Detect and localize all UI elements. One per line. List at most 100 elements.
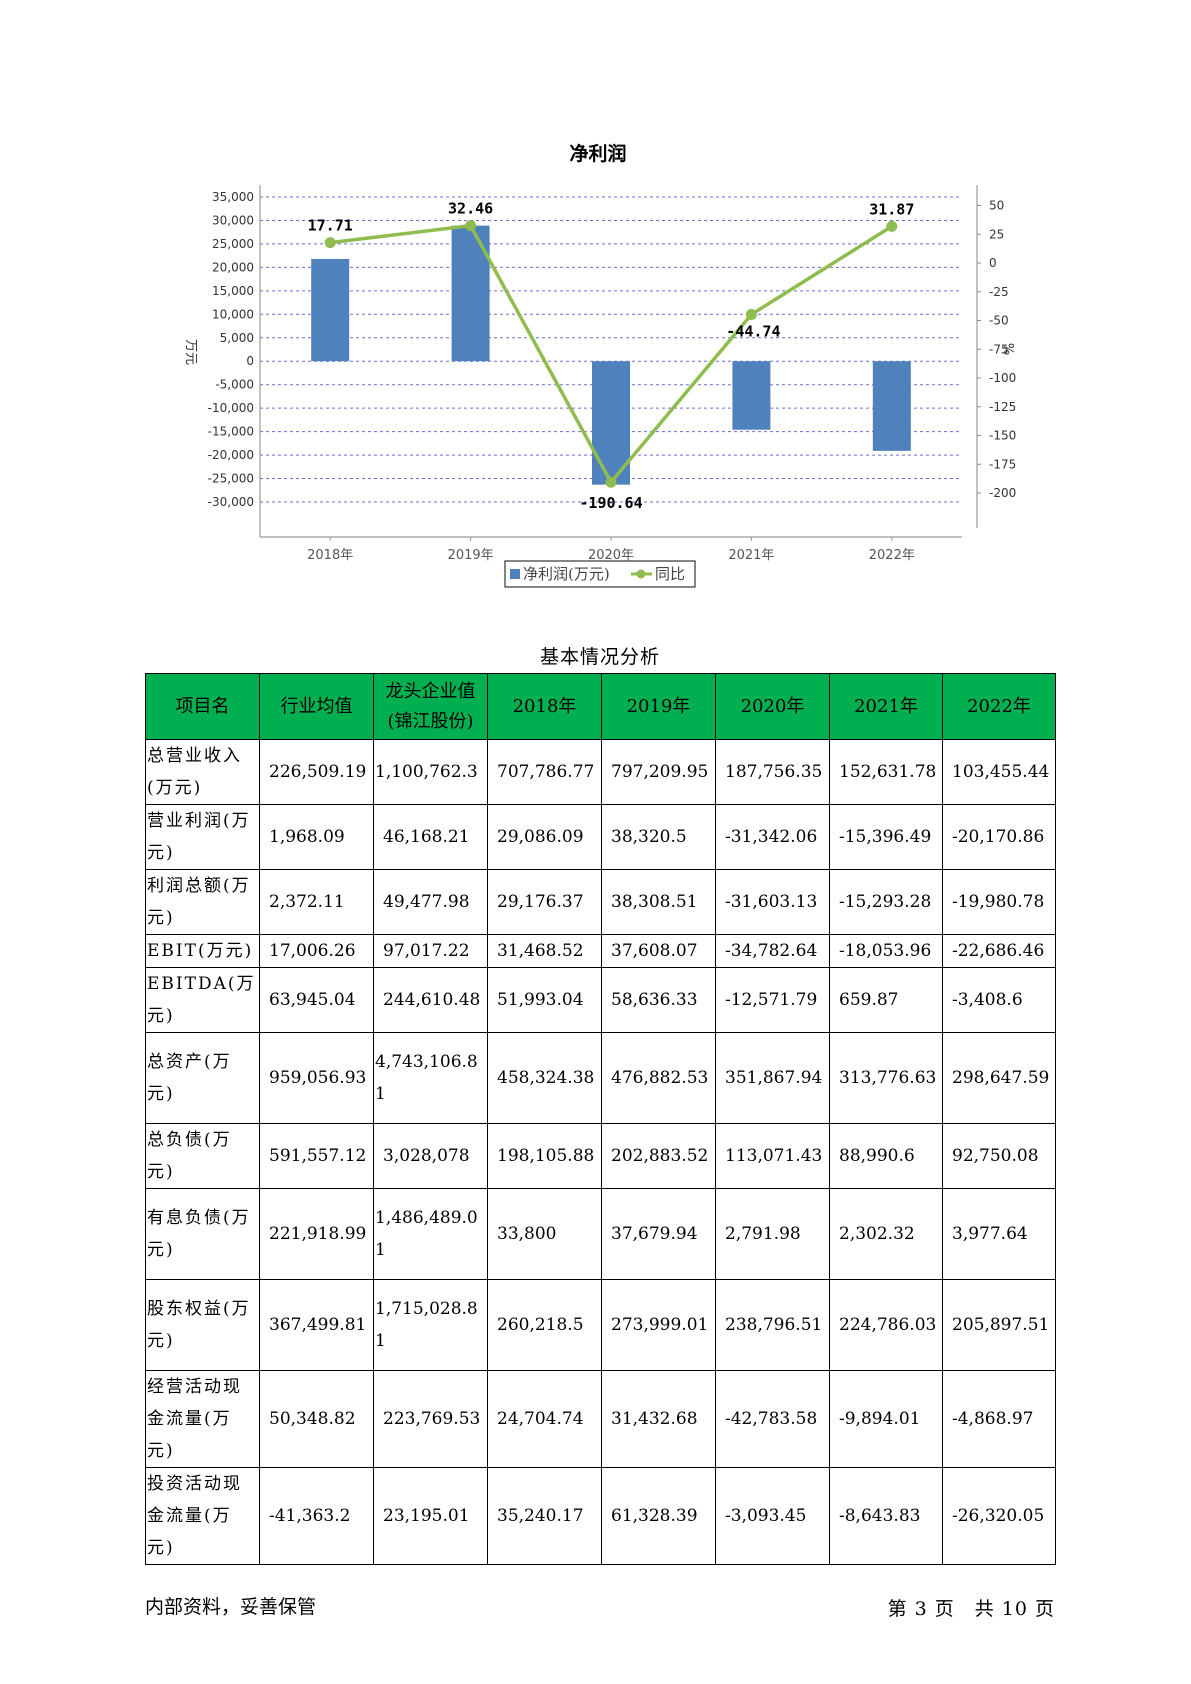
y-left-tick-label: 15,000 [212,284,254,298]
table-header-row: 项目名 行业均值 龙头企业值(锦江股份) 2018年 2019年 2020年 2021年 20… [145,673,1056,740]
table-cell: 2,302.32 [829,1188,943,1280]
table-cell: -9,894.01 [829,1370,943,1468]
y-right-tick-label: -100 [989,371,1016,385]
table-row: 有息负债(万元) 221,918.99 1,486,489.01 33,800 37,6… [145,1188,1056,1280]
table-row: 营业利润(万元) 1,968.09 46,168.21 29,086.09 38,320… [145,804,1056,870]
table-cell: 223,769.53 [373,1370,488,1468]
table-cell: 1,100,762.3 [373,739,488,805]
table-cell: -15,293.28 [829,869,943,935]
table-cell: 187,756.35 [715,739,830,805]
y-left-tick-label: 30,000 [212,213,254,227]
legend-border [504,560,696,588]
net-profit-bar [732,361,771,430]
y-right-tick-label: 50 [989,199,1004,213]
footer-confidential-note: 内部资料，妥善保管 [145,1596,317,1618]
table-cell: 31,432.68 [601,1370,716,1468]
y-right-tick-label: -150 [989,429,1016,443]
yoy-data-label: -190.64 [579,494,642,512]
row-label: EBIT(万元) [145,934,260,968]
net-profit-chart: 净利润 35,000 30,000 25,000 20,000 15,000 10,000… [183,142,1016,588]
table-cell: 24,704.74 [487,1370,602,1468]
table-cell: -42,783.58 [715,1370,830,1468]
table-cell: 49,477.98 [373,869,488,935]
row-label: 经营活动现金流量(万元) [145,1370,260,1468]
table-cell: 51,993.04 [487,967,602,1033]
table-cell: -34,782.64 [715,934,830,968]
table-cell: 244,610.48 [373,967,488,1033]
table-cell: 226,509.19 [259,739,374,805]
table-row: 投资活动现金流量(万元) -41,363.2 23,195.01 35,240.17 6… [145,1467,1056,1565]
table-row: EBITDA(万元) 63,945.04 244,610.48 51,993.04 58… [145,967,1056,1033]
footer-page-number: 第 3 页 共 10 页 [887,1598,1055,1620]
table-cell: 224,786.03 [829,1279,943,1371]
table-cell: 58,636.33 [601,967,716,1033]
table-cell: 92,750.08 [942,1123,1056,1189]
table-cell: 152,631.78 [829,739,943,805]
yoy-point [465,220,477,232]
y-left-tick-label: -5,000 [215,378,254,392]
table-cell: 35,240.17 [487,1467,602,1565]
table-cell: 3,977.64 [942,1188,1056,1280]
y-right-tick-label: -50 [989,314,1009,328]
yoy-point [886,220,898,232]
table-cell: 1,486,489.01 [373,1188,488,1280]
net-profit-bar [872,361,911,451]
row-label: 投资活动现金流量(万元) [145,1467,260,1565]
table-cell: 591,557.12 [259,1123,374,1189]
row-label: 总营业收入(万元) [145,739,260,805]
table-cell: -22,686.46 [942,934,1056,968]
table-cell: 205,897.51 [942,1279,1056,1371]
chart-title: 净利润 [569,142,626,165]
table-cell: 797,209.95 [601,739,716,805]
axes: 35,000 30,000 25,000 20,000 15,000 10,000 5,00… [208,185,1016,563]
table-cell: 3,028,078 [373,1123,488,1189]
y-right-tick-label: -75 [989,342,1009,356]
y-left-tick-label: 10,000 [212,307,254,321]
y-right-tick-label: -200 [989,486,1016,500]
table-cell: 38,308.51 [601,869,716,935]
column-header: 2021年 [829,673,943,740]
table-cell: 202,883.52 [601,1123,716,1189]
table-cell: 959,056.93 [259,1032,374,1124]
table-cell: 33,800 [487,1188,602,1280]
table-cell: 313,776.63 [829,1032,943,1124]
y-left-tick-label: -10,000 [208,401,254,415]
table-caption: 基本情况分析 [539,646,660,668]
legend-bar-swatch [510,569,520,579]
table-cell: 37,608.07 [601,934,716,968]
table-cell: -41,363.2 [259,1467,374,1565]
y-right-tick-label: -25 [989,285,1009,299]
line-series [324,220,898,488]
table-row: 总营业收入(万元) 226,509.19 1,100,762.3 707,786.77… [145,739,1056,805]
table-cell: -18,053.96 [829,934,943,968]
table-cell: -15,396.49 [829,804,943,870]
legend-line-marker [636,569,646,579]
net-profit-bar [592,361,630,485]
yoy-data-label: 31.87 [869,200,914,218]
table-row: 总负债(万元) 591,557.12 3,028,078 198,105.88 202,… [145,1123,1056,1189]
x-tick-label: 2021年 [728,548,774,563]
row-label: 总负债(万元) [145,1123,260,1189]
y-left-tick-label: 25,000 [212,237,254,251]
table-cell: 4,743,106.81 [373,1032,488,1124]
bar-series [311,225,911,485]
data-labels: 17.71 32.46 -190.64 -44.74 31.87 [308,200,915,513]
table-cell: 1,715,028.81 [373,1279,488,1371]
yoy-data-label: -44.74 [726,322,780,340]
y-axis-left-label: 万元 [183,339,198,365]
table-cell: 707,786.77 [487,739,602,805]
y-axis-right-label: % [1000,343,1015,355]
table-cell: 31,468.52 [487,934,602,968]
yoy-data-label: 32.46 [448,200,493,218]
x-tick-label: 2020年 [588,548,634,563]
table-cell: 97,017.22 [373,934,488,968]
table-cell: 367,499.81 [259,1279,374,1371]
basic-analysis-table: 项目名 行业均值 龙头企业值(锦江股份) 2018年 2019年 2020年 2021年 20… [145,673,1056,1565]
table-row: 股东权益(万元) 367,499.81 1,715,028.81 260,218.5 2… [145,1279,1056,1371]
column-header: 龙头企业值(锦江股份) [373,673,488,740]
column-header: 2019年 [601,673,716,740]
table-cell: 63,945.04 [259,967,374,1033]
table-row: 利润总额(万元) 2,372.11 49,477.98 29,176.37 38,308… [145,869,1056,935]
y-left-tick-label: 0 [246,354,254,368]
net-profit-bar [311,258,350,362]
